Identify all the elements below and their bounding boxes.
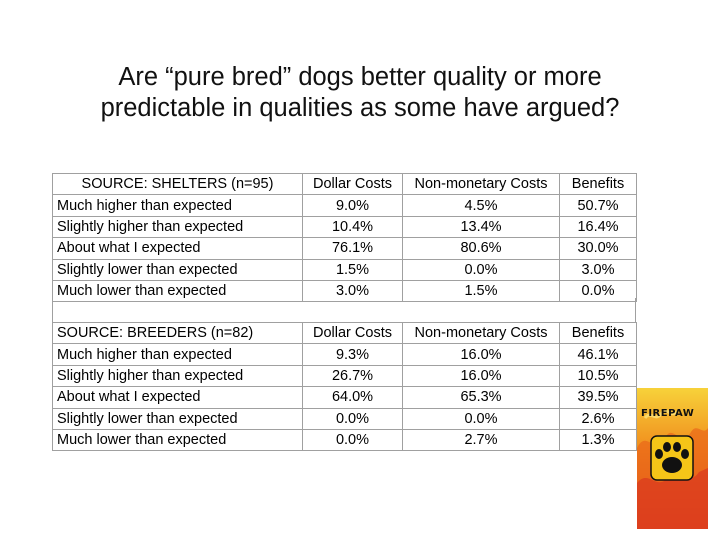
source-label: SOURCE: BREEDERS (n=82) xyxy=(52,321,303,345)
cell-dollar-costs: 0.0% xyxy=(302,407,403,430)
cell-benefits: 50.7% xyxy=(559,194,637,217)
cell-non-monetary-costs: 0.0% xyxy=(402,407,560,430)
table-row: Slightly lower than expected 0.0% 0.0% 2… xyxy=(52,407,637,430)
column-header-benefits: Benefits xyxy=(559,321,637,345)
cell-benefits: 0.0% xyxy=(559,279,637,303)
row-label: Much higher than expected xyxy=(52,194,303,217)
column-header-dollar-costs: Dollar Costs xyxy=(302,172,403,196)
column-header-dollar-costs: Dollar Costs xyxy=(302,321,403,345)
cell-non-monetary-costs: 4.5% xyxy=(402,194,560,217)
logo-wordmark: FIREPAW xyxy=(641,408,695,419)
cell-benefits: 3.0% xyxy=(559,258,637,281)
table-row: Much lower than expected 0.0% 2.7% 1.3% xyxy=(52,428,637,452)
firepaw-logo-art xyxy=(637,388,708,529)
cell-benefits: 30.0% xyxy=(559,237,637,260)
cell-dollar-costs: 9.0% xyxy=(302,194,403,217)
row-label: Slightly lower than expected xyxy=(52,258,303,281)
slide-title-line-1: Are “pure bred” dogs better quality or m… xyxy=(118,63,602,91)
cell-benefits: 39.5% xyxy=(559,386,637,409)
table-row: Slightly lower than expected 1.5% 0.0% 3… xyxy=(52,258,637,281)
cell-non-monetary-costs: 16.0% xyxy=(402,364,560,388)
cell-dollar-costs: 9.3% xyxy=(302,343,403,366)
cell-benefits: 46.1% xyxy=(559,343,637,366)
cell-non-monetary-costs: 80.6% xyxy=(402,237,560,260)
column-header-non-monetary-costs: Non-monetary Costs xyxy=(402,172,560,196)
row-label: About what I expected xyxy=(52,386,303,409)
cell-non-monetary-costs: 65.3% xyxy=(402,386,560,409)
table-header-row: SOURCE: BREEDERS (n=82) Dollar Costs Non… xyxy=(52,321,637,345)
table-row: About what I expected 76.1% 80.6% 30.0% xyxy=(52,237,637,260)
row-label: Much lower than expected xyxy=(52,279,303,303)
slide-title: Are “pure bred” dogs better quality or m… xyxy=(0,62,720,124)
cell-dollar-costs: 10.4% xyxy=(302,215,403,239)
cell-benefits: 2.6% xyxy=(559,407,637,430)
breeders-table: SOURCE: BREEDERS (n=82) Dollar Costs Non… xyxy=(52,321,637,452)
table-row: Much higher than expected 9.0% 4.5% 50.7… xyxy=(52,194,637,217)
table-spacer xyxy=(52,298,636,322)
cell-non-monetary-costs: 1.5% xyxy=(402,279,560,303)
cell-dollar-costs: 26.7% xyxy=(302,364,403,388)
row-label: Slightly lower than expected xyxy=(52,407,303,430)
column-header-benefits: Benefits xyxy=(559,172,637,196)
row-label: Much higher than expected xyxy=(52,343,303,366)
table-header-row: SOURCE: SHELTERS (n=95) Dollar Costs Non… xyxy=(52,172,637,196)
table-row: Much lower than expected 3.0% 1.5% 0.0% xyxy=(52,279,637,303)
cell-dollar-costs: 64.0% xyxy=(302,386,403,409)
shelters-table: SOURCE: SHELTERS (n=95) Dollar Costs Non… xyxy=(52,172,637,303)
cell-non-monetary-costs: 13.4% xyxy=(402,215,560,239)
table-row: Much higher than expected 9.3% 16.0% 46.… xyxy=(52,343,637,366)
firepaw-logo: FIREPAW xyxy=(637,388,708,529)
row-label: Much lower than expected xyxy=(52,428,303,452)
row-label: About what I expected xyxy=(52,237,303,260)
cell-benefits: 10.5% xyxy=(559,364,637,388)
table-row: Slightly higher than expected 26.7% 16.0… xyxy=(52,364,637,388)
cell-benefits: 1.3% xyxy=(559,428,637,452)
cell-non-monetary-costs: 16.0% xyxy=(402,343,560,366)
cell-dollar-costs: 1.5% xyxy=(302,258,403,281)
cell-non-monetary-costs: 2.7% xyxy=(402,428,560,452)
cell-benefits: 16.4% xyxy=(559,215,637,239)
source-label: SOURCE: SHELTERS (n=95) xyxy=(52,172,303,196)
column-header-non-monetary-costs: Non-monetary Costs xyxy=(402,321,560,345)
cell-dollar-costs: 76.1% xyxy=(302,237,403,260)
table-row: About what I expected 64.0% 65.3% 39.5% xyxy=(52,386,637,409)
table-row: Slightly higher than expected 10.4% 13.4… xyxy=(52,215,637,239)
paw-print-icon xyxy=(650,435,694,481)
cell-non-monetary-costs: 0.0% xyxy=(402,258,560,281)
row-label: Slightly higher than expected xyxy=(52,215,303,239)
row-label: Slightly higher than expected xyxy=(52,364,303,388)
cell-dollar-costs: 0.0% xyxy=(302,428,403,452)
slide-title-line-2: predictable in qualities as some have ar… xyxy=(100,94,620,122)
